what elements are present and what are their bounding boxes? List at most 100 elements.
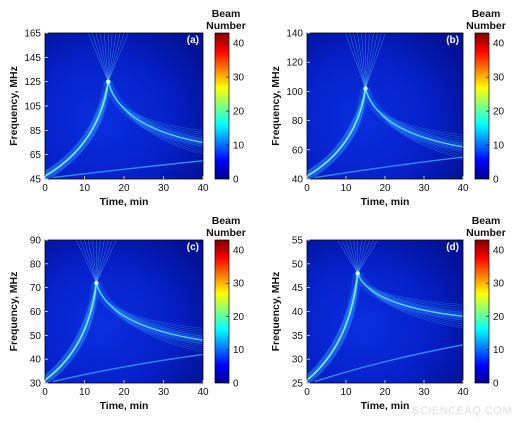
beam-trace	[309, 88, 366, 179]
x-tick-label: 30	[418, 183, 430, 194]
cusp-ray	[87, 33, 109, 82]
cusp-ray	[365, 33, 386, 89]
beam-trace	[308, 88, 366, 179]
cusp-ray	[96, 240, 117, 284]
colorbar-tick-label: 40	[233, 39, 245, 50]
x-tick-label: 10	[79, 387, 91, 398]
colorbar-tick-label: 30	[233, 73, 245, 84]
x-tick-label: 40	[457, 387, 469, 398]
beam-trace	[46, 282, 97, 383]
cusp-ray	[357, 240, 374, 274]
cusp-point	[106, 79, 111, 84]
panel-a: 0 10 20 30 40 45 65 85 105 125 145 165 Time, min Freq…	[8, 8, 246, 208]
x-tick-label: 20	[118, 183, 130, 194]
x-tick-label: 10	[340, 183, 352, 194]
x-tick-label: 20	[379, 183, 391, 194]
cusp-ray	[357, 240, 370, 274]
cusp-ray	[107, 33, 113, 82]
x-axis-label: Time, min	[361, 196, 410, 208]
y-axis-label: Frequency, MHz	[8, 66, 20, 146]
colorbar	[214, 32, 230, 180]
x-tick-label: 20	[118, 387, 130, 398]
beam-trace	[45, 81, 109, 173]
beam-trace	[45, 81, 109, 174]
trace-upper-right	[364, 88, 463, 148]
cusp-ray	[361, 33, 366, 89]
x-tick-label: 40	[197, 387, 209, 398]
heatmap-traces	[45, 33, 203, 179]
colorbar-tick-label: 20	[233, 312, 245, 323]
x-tick-label: 40	[197, 183, 209, 194]
cusp-ray	[92, 240, 97, 283]
beam-trace	[45, 81, 109, 179]
y-tick-label: 105	[24, 102, 41, 113]
colorbar	[474, 239, 490, 384]
colorbar-tick-label: 10	[233, 345, 245, 356]
y-tick-label: 165	[24, 29, 41, 40]
trace-lower-left	[307, 88, 367, 177]
panel-c: 0 10 20 30 40 30 40 50 60 70 80 90 Time, min Frequenc…	[8, 215, 246, 412]
cusp-ray	[107, 33, 129, 82]
colorbar-title-line2: Number	[206, 20, 246, 32]
y-tick-label: 60	[30, 307, 42, 318]
y-tick-label: 50	[30, 331, 42, 342]
x-tick-label: 10	[79, 183, 91, 194]
beam-trace	[307, 88, 366, 174]
cusp-ray	[91, 33, 109, 82]
colorbar-title-line1: Beam	[472, 215, 501, 227]
colorbar-tick-label: 30	[493, 279, 505, 290]
cusp-ray	[96, 240, 105, 283]
trace-upper-right	[107, 81, 203, 144]
heatmap-traces	[307, 33, 463, 179]
beam-trace	[307, 273, 358, 377]
cusp-ray	[365, 33, 378, 89]
trace-lower-branch	[314, 344, 463, 383]
y-tick-label: 30	[292, 355, 304, 366]
trace-lower-branch	[52, 353, 203, 383]
cusp-ray	[88, 240, 97, 283]
panel-label: (d)	[446, 242, 459, 253]
cusp-ray	[345, 33, 366, 89]
x-tick-label: 30	[158, 387, 170, 398]
beam-trace	[307, 88, 366, 179]
beam-trace	[307, 88, 366, 172]
cusp-ray	[357, 240, 378, 274]
x-tick-label: 30	[158, 183, 170, 194]
beam-trace	[365, 88, 463, 159]
colorbar-tick-label: 20	[493, 107, 505, 118]
beam-trace	[107, 81, 203, 155]
x-tick-label: 0	[304, 387, 310, 398]
x-tick-label: 10	[340, 387, 352, 398]
y-tick-label: 65	[30, 150, 42, 161]
beam-trace	[46, 81, 109, 179]
x-tick-label: 0	[42, 387, 48, 398]
cusp-ray	[84, 240, 97, 283]
y-tick-label: 40	[292, 307, 304, 318]
y-tick-label: 55	[292, 236, 304, 247]
trace-lower-left	[45, 81, 109, 177]
cusp-ray	[103, 33, 109, 82]
y-tick-label: 90	[30, 236, 42, 247]
panel-label: (a)	[187, 35, 199, 46]
cusp-ray	[107, 33, 117, 82]
y-tick-label: 125	[24, 77, 41, 88]
colorbar-tick-label: 40	[233, 245, 245, 256]
colorbar-tick-label: 40	[493, 39, 505, 50]
beam-trace	[307, 273, 358, 376]
y-tick-label: 25	[292, 379, 304, 390]
panel-d: 0 10 20 30 40 25 30 35 40 45 50 55 Time, min Frequenc…	[270, 215, 506, 412]
cusp-ray	[365, 33, 382, 89]
cusp-ray	[365, 33, 370, 89]
beam-trace	[45, 282, 97, 377]
cusp-ray	[95, 33, 109, 82]
y-tick-label: 85	[30, 126, 42, 137]
cusp-ray	[99, 33, 109, 82]
beam-trace	[307, 88, 366, 173]
colorbar-tick-label: 0	[493, 379, 499, 390]
cusp-ray	[357, 240, 362, 274]
cusp-ray	[80, 240, 97, 283]
beam-trace	[45, 282, 97, 378]
cusp-ray	[349, 33, 366, 89]
y-tick-label: 40	[30, 355, 42, 366]
